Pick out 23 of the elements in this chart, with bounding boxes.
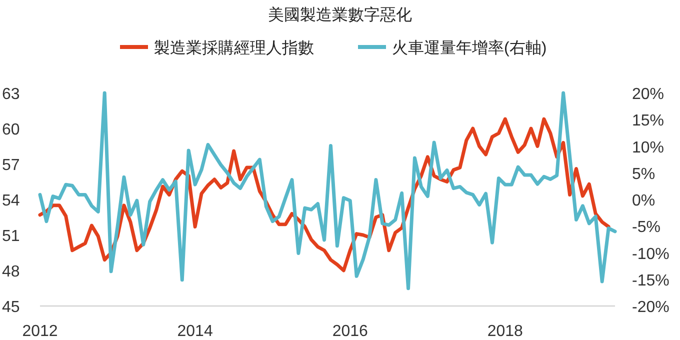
y-tick-label: 51 <box>2 228 20 245</box>
x-tick-label: 2012 <box>22 323 58 340</box>
y-tick-label: 63 <box>2 86 20 103</box>
y2-tick-label: 0% <box>632 192 656 210</box>
legend-label: 製造業採購經理人指數 <box>154 39 314 57</box>
y2-tick-label: 5% <box>632 166 656 183</box>
y-tick-label: 57 <box>2 157 20 174</box>
y-tick-label: 60 <box>2 122 20 138</box>
chart-title: 美國製造業數字惡化 <box>268 6 412 24</box>
y2-tick-label: -20% <box>632 299 670 316</box>
y-tick-label: 54 <box>2 192 20 210</box>
x-tick-label: 2016 <box>332 323 368 340</box>
y2-tick-label: -10% <box>632 246 670 263</box>
y2-tick-label: -15% <box>632 272 670 290</box>
x-tick-label: 2018 <box>487 323 524 340</box>
y2-tick-label: 15% <box>632 112 664 130</box>
y2-tick-label: -5% <box>632 219 660 236</box>
y2-tick-label: 10% <box>632 139 664 156</box>
y-tick-label: 48 <box>2 264 20 280</box>
legend-label: 火車運量年增率(右軸) <box>392 39 547 57</box>
y2-tick-label: 20% <box>632 86 664 103</box>
x-tick-label: 2014 <box>177 323 213 340</box>
y-tick-label: 45 <box>2 299 20 316</box>
